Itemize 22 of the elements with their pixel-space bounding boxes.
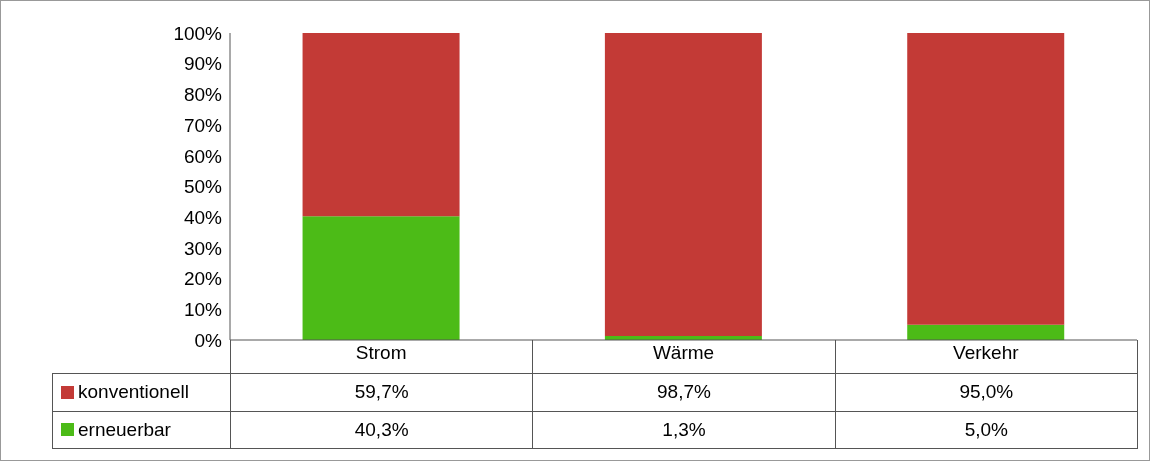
y-tick-label: 0%	[194, 329, 223, 351]
legend-label: konventionell	[78, 381, 189, 404]
y-tick-label: 50%	[183, 176, 223, 198]
y-tick-label: 30%	[183, 237, 223, 259]
y-tick-label: 90%	[183, 53, 223, 75]
y-tick-label: 60%	[183, 145, 223, 167]
y-tick-label: 80%	[183, 84, 223, 106]
y-tick-label: 10%	[183, 299, 223, 321]
data-label: 95,0%	[834, 373, 1138, 412]
data-label: 40,3%	[230, 410, 534, 449]
data-label: 1,3%	[532, 410, 836, 449]
data-label: 59,7%	[230, 373, 534, 412]
y-tick-label: 100%	[173, 22, 223, 44]
data-label: 5,0%	[834, 410, 1138, 449]
data-label: 98,7%	[532, 373, 836, 412]
y-tick-label: 70%	[183, 114, 223, 136]
y-tick-label: 40%	[183, 206, 223, 228]
x-tick-label: Strom	[355, 342, 407, 364]
x-tick-label: Verkehr	[953, 342, 1020, 364]
legend-label: erneuerbar	[78, 418, 171, 441]
x-tick-label: Wärme	[652, 342, 715, 364]
y-tick-label: 20%	[183, 268, 223, 290]
